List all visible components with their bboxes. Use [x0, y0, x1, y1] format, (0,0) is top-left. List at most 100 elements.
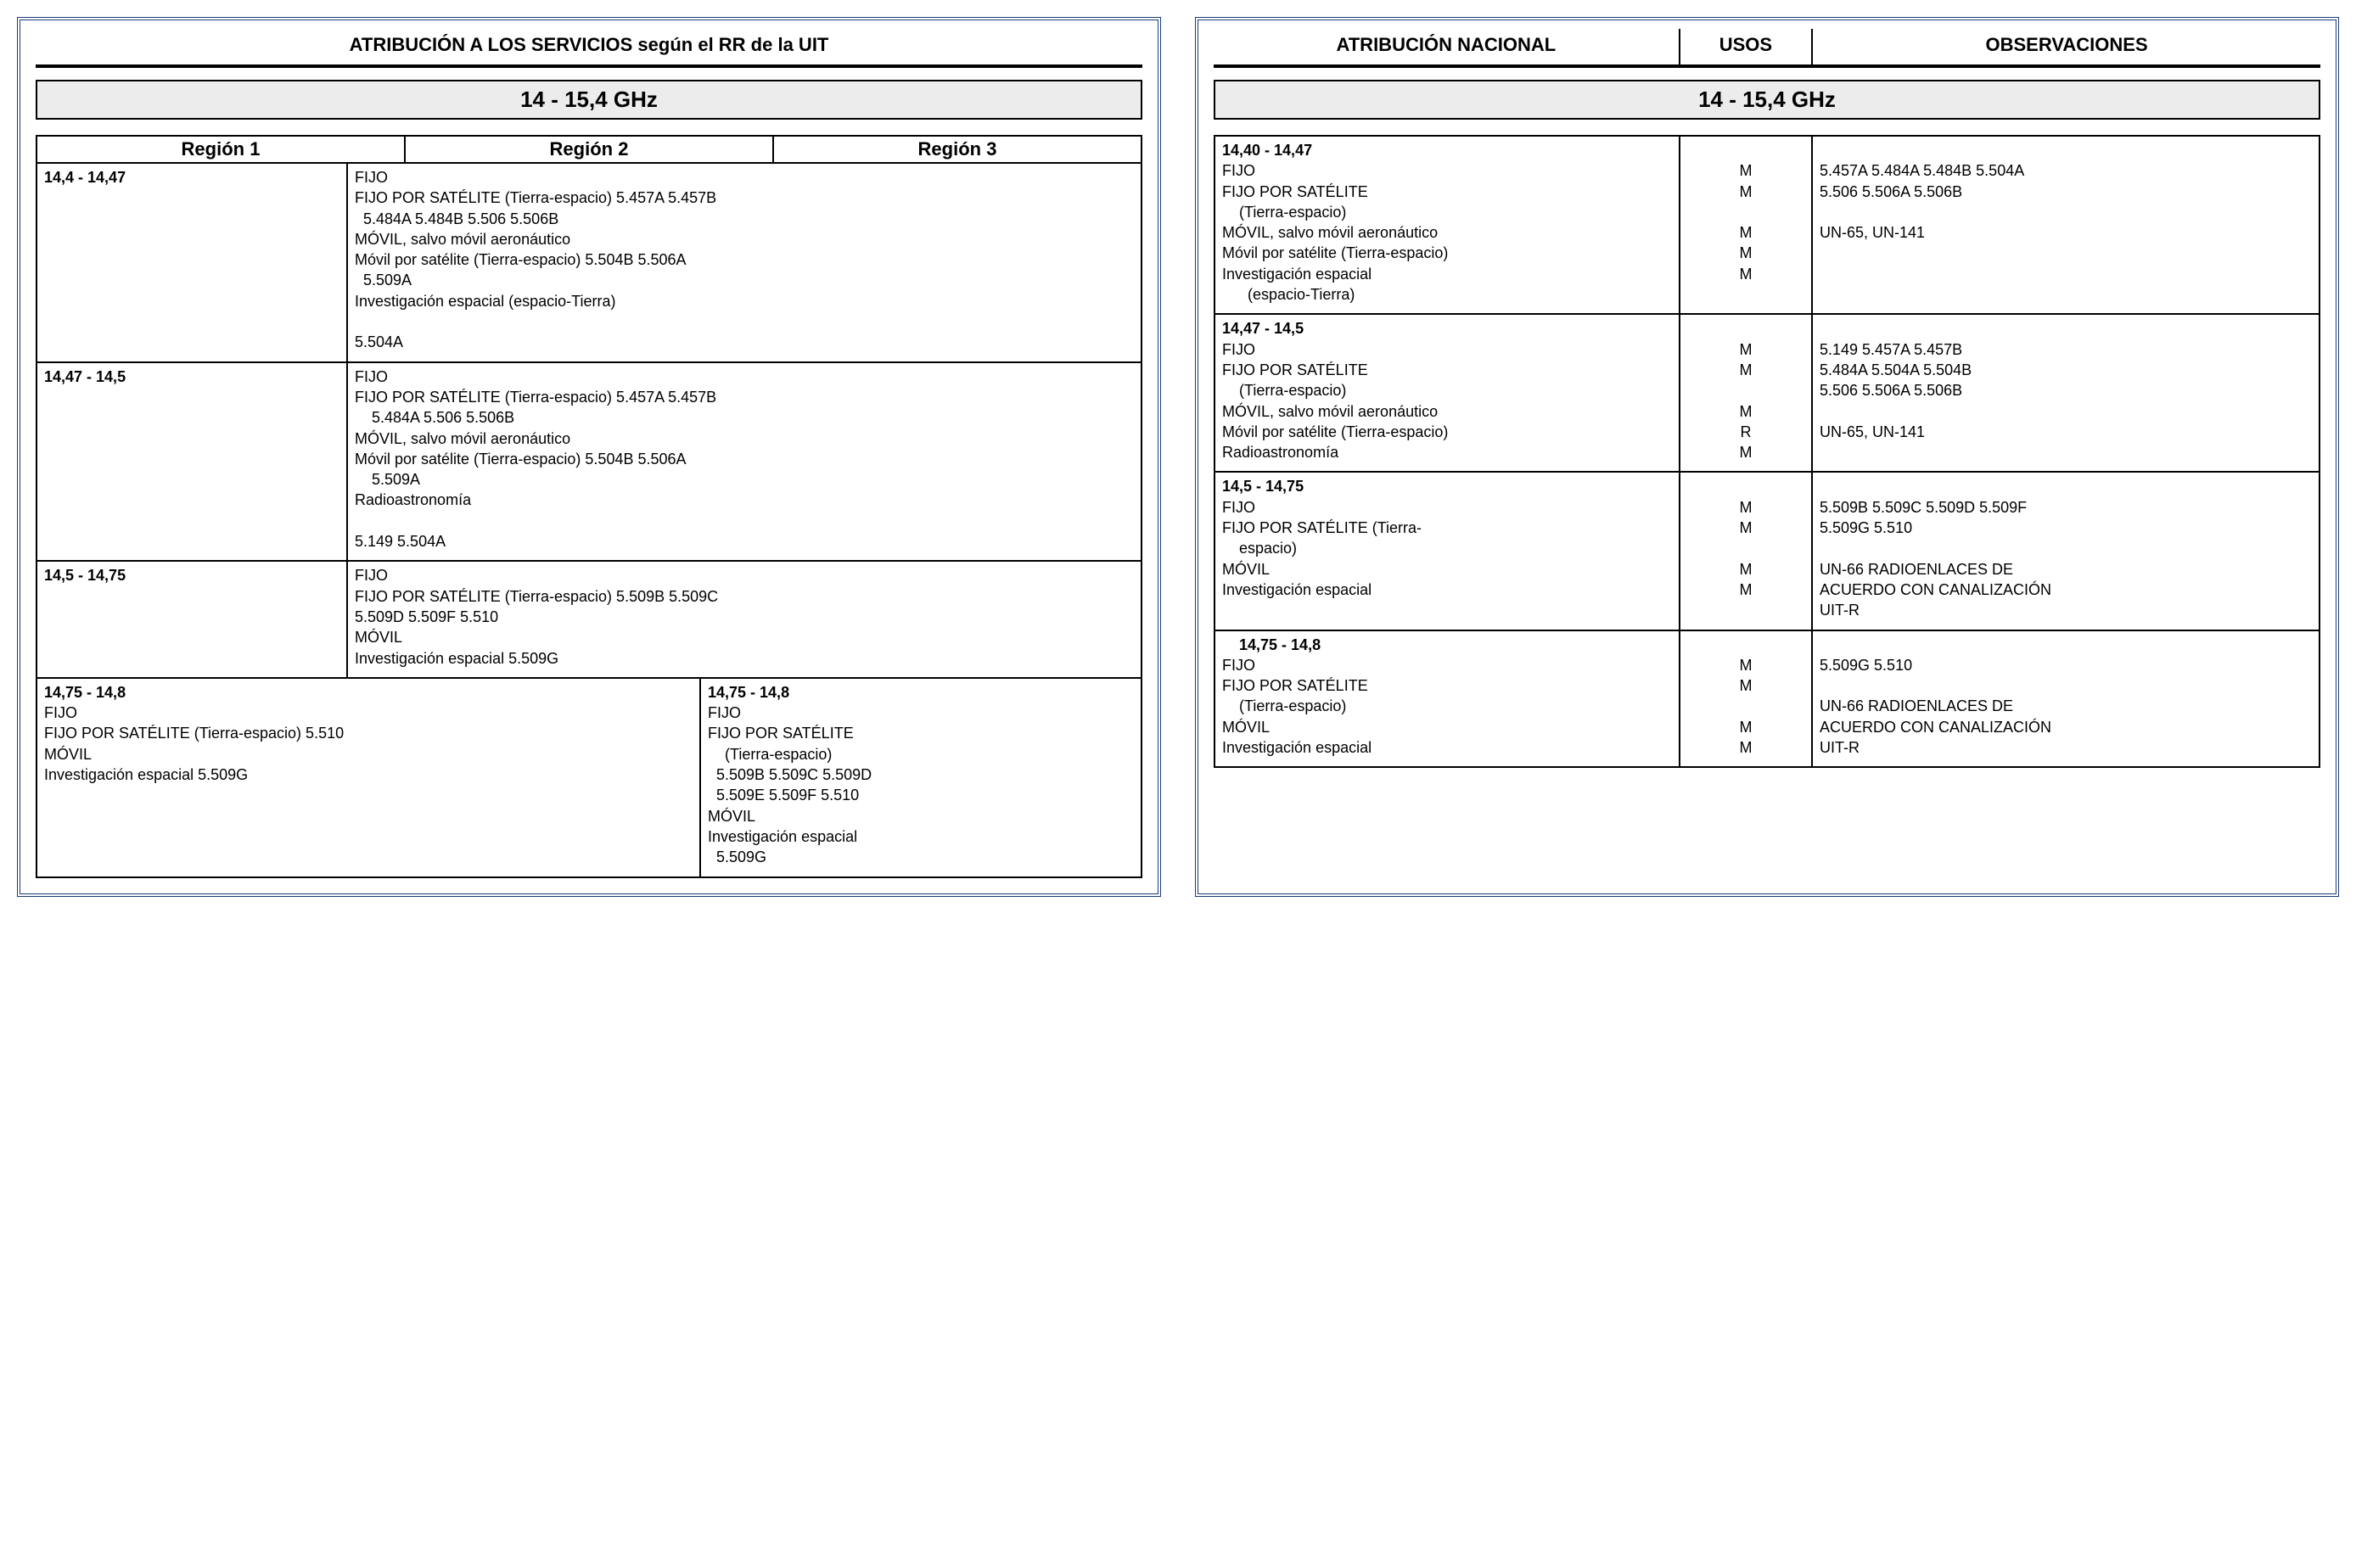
atrib-cell: 14,40 - 14,47FIJOFIJO POR SATÉLITE (Tier…: [1215, 137, 1679, 313]
usos-cell: MM MRM: [1679, 315, 1811, 471]
text-line: (Tierra-espacio): [1222, 380, 1672, 400]
panel-national: ATRIBUCIÓN NACIONAL USOS OBSERVACIONES 1…: [1195, 17, 2339, 897]
region-header: Región 1 Región 2 Región 3: [36, 135, 1142, 162]
text-line: [1820, 538, 2312, 558]
table-row: 14,4 - 14,47FIJOFIJO POR SATÉLITE (Tierr…: [37, 164, 1141, 361]
text-line: 5.484A 5.504A 5.504B: [1820, 360, 2312, 380]
uso-code: [1687, 284, 1804, 305]
split-right: 14,75 - 14,8FIJOFIJO POR SATÉLITE (Tierr…: [699, 679, 1141, 876]
uso-code: [1687, 476, 1804, 496]
range-cell: 14,4 - 14,47: [37, 164, 346, 361]
text-line: 5.509G: [708, 847, 1134, 867]
band-title-right: 14 - 15,4 GHz: [1214, 80, 2320, 120]
text-line: [1820, 401, 2312, 422]
text-line: [1820, 675, 2312, 696]
panel-header-right: ATRIBUCIÓN NACIONAL USOS OBSERVACIONES: [1214, 29, 2320, 68]
panel-header-left: ATRIBUCIÓN A LOS SERVICIOS según el RR d…: [36, 29, 1142, 68]
uso-code: M: [1687, 497, 1804, 518]
text-line: (Tierra-espacio): [1222, 202, 1672, 222]
text-line: MÓVIL: [355, 627, 1134, 647]
uso-code: M: [1687, 518, 1804, 538]
atrib-cell: 14,47 - 14,5FIJOFIJO POR SATÉLITE (Tierr…: [1215, 315, 1679, 471]
text-line: 5.149 5.504A: [355, 531, 1134, 552]
obs-cell: 5.457A 5.484A 5.484B 5.504A5.506 5.506A …: [1811, 137, 2319, 313]
text-line: FIJO POR SATÉLITE (Tierra-espacio) 5.509…: [355, 586, 1134, 607]
text-line: 5.509B 5.509C 5.509D: [708, 764, 1134, 785]
obs-cell: 5.509G 5.510 UN-66 RADIOENLACES DEACUERD…: [1811, 631, 2319, 767]
region-1: Región 1: [37, 137, 404, 162]
uso-code: M: [1687, 182, 1804, 202]
text-line: 14,75 - 14,8: [44, 682, 693, 703]
text-line: UIT-R: [1820, 737, 2312, 758]
text-line: Radioastronomía: [355, 490, 1134, 510]
uso-code: R: [1687, 422, 1804, 442]
uso-code: [1687, 202, 1804, 222]
text-line: UN-65, UN-141: [1820, 422, 2312, 442]
uso-code: [1687, 635, 1804, 655]
text-line: [1820, 202, 2312, 222]
text-line: 5.484A 5.484B 5.506 5.506B: [355, 209, 1134, 229]
panel-itu: ATRIBUCIÓN A LOS SERVICIOS según el RR d…: [17, 17, 1161, 897]
uso-code: [1687, 318, 1804, 339]
region-2: Región 2: [404, 137, 772, 162]
header-usos: USOS: [1679, 29, 1811, 64]
uso-code: M: [1687, 580, 1804, 600]
text-line: 14,40 - 14,47: [1222, 140, 1672, 160]
text-line: Investigación espacial: [708, 826, 1134, 847]
usos-cell: MM MM: [1679, 473, 1811, 629]
uso-code: M: [1687, 655, 1804, 675]
uso-code: [1687, 538, 1804, 558]
uso-code: [1687, 696, 1804, 716]
text-line: FIJO POR SATÉLITE: [1222, 182, 1672, 202]
uso-code: M: [1687, 559, 1804, 580]
text-line: 5.504A: [355, 332, 1134, 352]
text-line: FIJO POR SATÉLITE: [1222, 675, 1672, 696]
header-atrib: ATRIBUCIÓN NACIONAL: [1214, 29, 1679, 64]
obs-cell: 5.509B 5.509C 5.509D 5.509F5.509G 5.510 …: [1811, 473, 2319, 629]
text-line: 5.509D 5.509F 5.510: [355, 607, 1134, 627]
range-cell: 14,47 - 14,5: [37, 363, 346, 561]
uso-code: [1687, 140, 1804, 160]
text-line: 14,75 - 14,8: [1222, 635, 1672, 655]
text-line: Investigación espacial: [1222, 737, 1672, 758]
text-line: MÓVIL: [1222, 717, 1672, 737]
text-line: FIJO: [1222, 497, 1672, 518]
text-line: 5.509A: [355, 270, 1134, 290]
header-obs: OBSERVACIONES: [1811, 29, 2320, 64]
text-line: FIJO POR SATÉLITE (Tierra-: [1222, 518, 1672, 538]
body-cell: FIJOFIJO POR SATÉLITE (Tierra-espacio) 5…: [346, 164, 1141, 361]
uso-code: M: [1687, 222, 1804, 243]
usos-cell: MM MM: [1679, 631, 1811, 767]
text-line: MÓVIL: [44, 744, 693, 764]
table-row: 14,75 - 14,8FIJOFIJO POR SATÉLITE (Tierr…: [1215, 630, 2319, 767]
text-line: UIT-R: [1820, 600, 2312, 620]
text-line: 14,47 - 14,5: [1222, 318, 1672, 339]
obs-cell: 5.149 5.457A 5.457B5.484A 5.504A 5.504B5…: [1811, 315, 2319, 471]
title-itu: ATRIBUCIÓN A LOS SERVICIOS según el RR d…: [36, 29, 1142, 64]
table-row: 14,47 - 14,5FIJOFIJO POR SATÉLITE (Tierr…: [1215, 313, 2319, 471]
text-line: 14,5 - 14,75: [1222, 476, 1672, 496]
text-line: ACUERDO CON CANALIZACIÓN: [1820, 717, 2312, 737]
text-line: (Tierra-espacio): [1222, 696, 1672, 716]
text-line: FIJO: [355, 565, 1134, 585]
text-line: [355, 311, 1134, 332]
table-row: 14,47 - 14,5FIJOFIJO POR SATÉLITE (Tierr…: [37, 361, 1141, 561]
text-line: UN-65, UN-141: [1820, 222, 2312, 243]
uso-code: M: [1687, 360, 1804, 380]
text-line: FIJO: [708, 703, 1134, 723]
text-line: Investigación espacial 5.509G: [44, 764, 693, 785]
text-line: FIJO: [1222, 339, 1672, 360]
atrib-cell: 14,5 - 14,75FIJOFIJO POR SATÉLITE (Tierr…: [1215, 473, 1679, 629]
uso-code: M: [1687, 243, 1804, 263]
text-line: 5.484A 5.506 5.506B: [355, 407, 1134, 428]
text-line: MÓVIL, salvo móvil aeronáutico: [1222, 222, 1672, 243]
text-line: 5.506 5.506A 5.506B: [1820, 182, 2312, 202]
uso-code: M: [1687, 160, 1804, 181]
text-line: FIJO: [1222, 160, 1672, 181]
text-line: 5.509B 5.509C 5.509D 5.509F: [1820, 497, 2312, 518]
range-cell: 14,5 - 14,75: [37, 562, 346, 676]
text-line: Móvil por satélite (Tierra-espacio): [1222, 243, 1672, 263]
text-line: Investigación espacial: [1222, 264, 1672, 284]
text-line: Investigación espacial (espacio-Tierra): [355, 291, 1134, 311]
body-cell: FIJOFIJO POR SATÉLITE (Tierra-espacio) 5…: [346, 363, 1141, 561]
